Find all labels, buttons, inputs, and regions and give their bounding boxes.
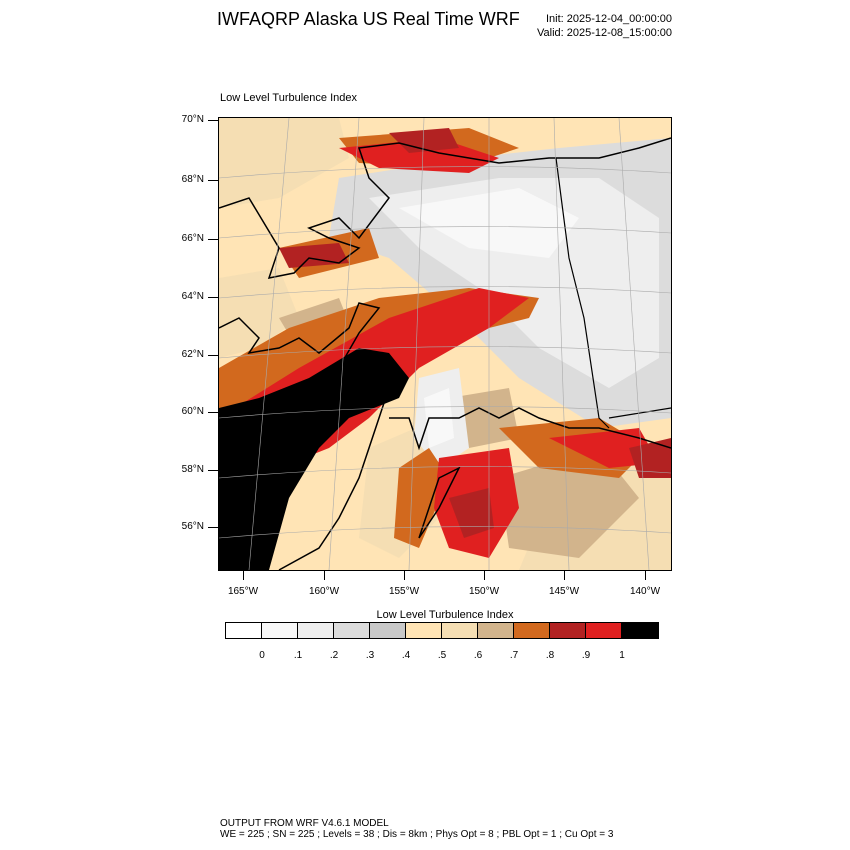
lat-label-60: 60°N <box>181 406 204 417</box>
lat-label-56: 56°N <box>181 521 204 532</box>
lat-label-70: 70°N <box>181 114 204 125</box>
colorbar-swatch <box>586 623 622 638</box>
colorbar-swatch <box>514 623 550 638</box>
coastline-south <box>219 302 671 570</box>
colorbar-tick-label: .3 <box>365 650 375 661</box>
lat-label-66: 66°N <box>181 233 204 244</box>
lon-tick <box>404 570 405 580</box>
init-time: Init: 2025-12-04_00:00:00 <box>546 13 672 25</box>
map-subtitle: Low Level Turbulence Index <box>220 92 357 104</box>
colorbar-tick-label: .8 <box>545 650 555 661</box>
lon-label-165: 165°W <box>227 586 259 597</box>
lon-label-150: 150°W <box>468 586 500 597</box>
field-white <box>399 188 579 448</box>
colorbar-tick-label: .1 <box>293 650 303 661</box>
coastline <box>219 137 671 279</box>
colorbar-tick-label: .2 <box>329 650 339 661</box>
colorbar-tick-label: .5 <box>437 650 447 661</box>
lat-tick <box>208 355 218 356</box>
colorbar-tick-label: .4 <box>401 650 411 661</box>
colorbar-tick-label: .9 <box>581 650 591 661</box>
field-black <box>219 348 409 570</box>
lat-tick <box>208 412 218 413</box>
colorbar-tick-label: 0 <box>259 650 265 661</box>
colorbar-swatch <box>370 623 406 638</box>
field-tan <box>279 298 639 558</box>
colorbar-swatch <box>298 623 334 638</box>
lon-tick <box>645 570 646 580</box>
colorbar-tick-label: .6 <box>473 650 483 661</box>
turbulence-map <box>219 118 671 570</box>
lon-tick <box>484 570 485 580</box>
lon-tick <box>243 570 244 580</box>
lat-tick <box>208 120 218 121</box>
colorbar-swatch <box>226 623 262 638</box>
colorbar-swatch <box>334 623 370 638</box>
colorbar-swatch <box>406 623 442 638</box>
colorbar <box>225 622 659 639</box>
lon-label-140: 140°W <box>629 586 661 597</box>
colorbar-tick-label: 1 <box>619 650 625 661</box>
map-panel[interactable] <box>218 117 672 571</box>
border-canada-panhandle <box>608 407 671 419</box>
colorbar-tick-label: .7 <box>509 650 519 661</box>
field-red <box>219 138 659 558</box>
footer-line-2: WE = 225 ; SN = 225 ; Levels = 38 ; Dis … <box>220 829 614 840</box>
lat-label-68: 68°N <box>181 174 204 185</box>
colorbar-swatch <box>442 623 478 638</box>
time-info: Init: 2025-12-04_00:00:00 Valid: 2025-12… <box>537 12 672 40</box>
valid-time: Valid: 2025-12-08_15:00:00 <box>537 27 672 39</box>
colorbar-swatch <box>550 623 586 638</box>
lat-label-58: 58°N <box>181 464 204 475</box>
colorbar-swatch <box>622 623 658 638</box>
model-footer: OUTPUT FROM WRF V4.6.1 MODEL WE = 225 ; … <box>220 818 613 840</box>
lat-tick <box>208 180 218 181</box>
lon-label-155: 155°W <box>388 586 420 597</box>
lat-tick <box>208 527 218 528</box>
lat-tick <box>208 470 218 471</box>
graticule <box>219 118 671 570</box>
lon-label-160: 160°W <box>308 586 340 597</box>
footer-line-1: OUTPUT FROM WRF V4.6.1 MODEL <box>220 818 389 829</box>
lat-label-64: 64°N <box>181 291 204 302</box>
lat-tick <box>208 297 218 298</box>
lat-tick <box>208 239 218 240</box>
lat-label-62: 62°N <box>181 349 204 360</box>
colorbar-swatch <box>262 623 298 638</box>
lon-tick <box>564 570 565 580</box>
colorbar-title: Low Level Turbulence Index <box>376 609 514 621</box>
border-alaska-canada <box>555 157 610 429</box>
lon-tick <box>324 570 325 580</box>
colorbar-swatch <box>478 623 514 638</box>
chart-title: IWFAQRP Alaska US Real Time WRF <box>217 9 520 29</box>
lon-label-145: 145°W <box>548 586 580 597</box>
